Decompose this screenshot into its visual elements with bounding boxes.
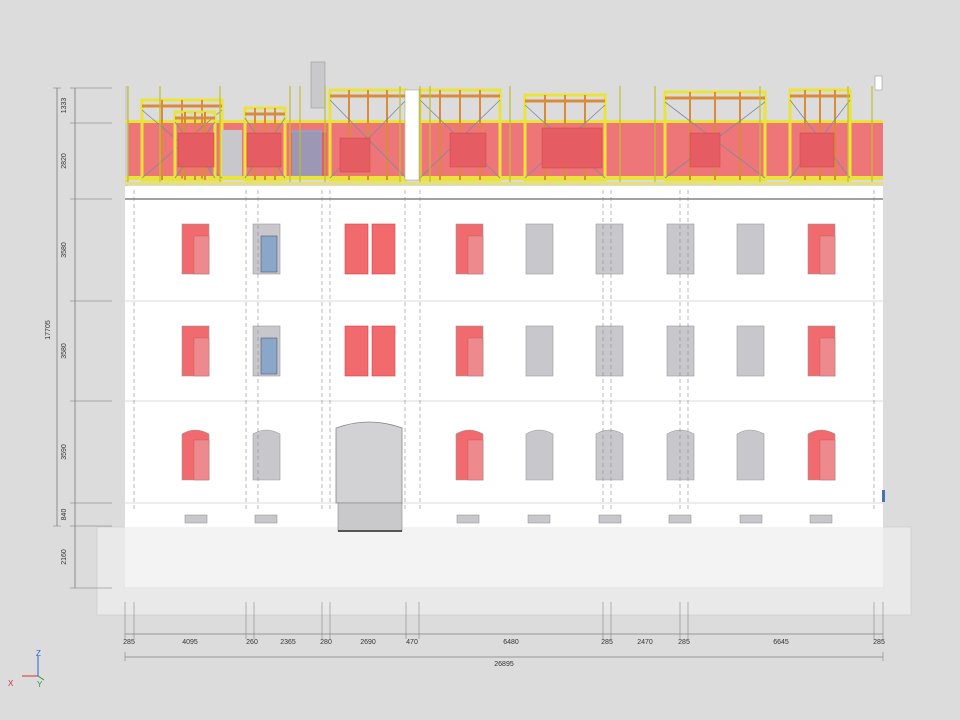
dim-label-horizontal: 280 <box>320 639 332 646</box>
dim-label-horizontal-total: 26895 <box>494 661 514 668</box>
roof-gap <box>404 89 420 181</box>
window-pane[interactable] <box>371 325 396 377</box>
dim-label-horizontal: 2365 <box>280 639 296 646</box>
window[interactable] <box>525 223 554 275</box>
basement-vent <box>598 514 622 524</box>
basement-vents <box>184 514 833 524</box>
roof-sill-beam <box>125 176 883 180</box>
window[interactable] <box>666 429 695 481</box>
dormer-panel <box>541 127 603 169</box>
dormer-panel <box>246 132 282 168</box>
roof-eave <box>125 182 883 185</box>
window-sash <box>467 235 484 275</box>
dormer-panel <box>449 132 487 168</box>
dim-label-vertical: 3580 <box>61 242 68 258</box>
vertical-dimension-chain[interactable]: 1333 2820 3580 3580 3590 840 2160 17705 <box>45 87 112 589</box>
dormer-blue <box>292 130 322 176</box>
window-sash <box>193 439 210 481</box>
dim-label-horizontal: 470 <box>406 639 418 646</box>
window-sash <box>819 439 836 481</box>
roof-timber-frame[interactable] <box>125 86 883 186</box>
window[interactable] <box>736 429 765 481</box>
dim-label-horizontal: 6480 <box>503 639 519 646</box>
dim-label-horizontal: 6645 <box>773 639 789 646</box>
window-sash <box>467 439 484 481</box>
window-sash <box>193 235 210 275</box>
axis-x-label: X <box>8 679 14 688</box>
dim-label-horizontal: 285 <box>123 639 135 646</box>
window-sash <box>819 235 836 275</box>
window-sash <box>467 337 484 377</box>
window[interactable] <box>525 325 554 377</box>
axis-z-label: Z <box>36 649 41 658</box>
dim-label-horizontal: 285 <box>678 639 690 646</box>
dormer-panel <box>689 132 721 168</box>
basement-vent <box>809 514 833 524</box>
dim-label-horizontal: 285 <box>601 639 613 646</box>
basement-vent <box>527 514 551 524</box>
axis-triad: Z X Y <box>8 649 45 689</box>
window-openings[interactable] <box>181 223 836 481</box>
roof-top-beam <box>125 120 883 123</box>
basement-vent <box>184 514 208 524</box>
dormer-panel <box>177 132 215 168</box>
edge-marker <box>882 490 885 502</box>
dim-label-horizontal: 2470 <box>637 639 653 646</box>
basement-vent <box>254 514 278 524</box>
window-sash-blue <box>260 337 278 375</box>
window[interactable] <box>595 429 624 481</box>
dim-label-horizontal: 4095 <box>182 639 198 646</box>
structural-grid-lines <box>133 190 875 510</box>
facade-wall <box>125 186 883 527</box>
window[interactable] <box>666 325 695 377</box>
window-sash <box>193 337 210 377</box>
dim-label-vertical: 2160 <box>61 549 68 565</box>
scroll-marker[interactable] <box>874 75 883 91</box>
dormer-grey <box>222 130 242 176</box>
dim-label-vertical: 3590 <box>61 444 68 460</box>
window[interactable] <box>595 223 624 275</box>
window-pane[interactable] <box>344 223 369 275</box>
dormer-panel <box>339 137 371 173</box>
window-pane[interactable] <box>371 223 396 275</box>
window[interactable] <box>736 223 765 275</box>
basement-zone <box>125 527 883 587</box>
chimney <box>310 61 326 109</box>
dim-label-horizontal: 2690 <box>360 639 376 646</box>
basement-vent <box>739 514 763 524</box>
window[interactable] <box>525 429 554 481</box>
window[interactable] <box>595 325 624 377</box>
window[interactable] <box>666 223 695 275</box>
dormer-panel <box>799 132 835 168</box>
basement-vent <box>456 514 480 524</box>
dim-label-vertical: 1333 <box>61 98 68 114</box>
entrance-door[interactable] <box>335 421 403 532</box>
roof-edge <box>125 86 128 186</box>
dim-label-horizontal: 285 <box>873 639 885 646</box>
window-sash <box>819 337 836 377</box>
window[interactable] <box>252 429 281 481</box>
dim-label-vertical: 3580 <box>61 343 68 359</box>
window-pane[interactable] <box>344 325 369 377</box>
dim-label-vertical: 2820 <box>61 153 68 169</box>
dim-label-vertical-total: 17705 <box>45 320 52 340</box>
basement-vent <box>668 514 692 524</box>
window[interactable] <box>736 325 765 377</box>
dim-label-horizontal: 260 <box>246 639 258 646</box>
horizontal-dimension-chain[interactable]: 285 4095 260 2365 280 2690 470 6480 285 2470 285 66… <box>123 602 885 668</box>
axis-y-label: Y <box>37 680 43 689</box>
dim-label-vertical: 840 <box>61 509 68 521</box>
window-sash-blue <box>260 235 278 273</box>
